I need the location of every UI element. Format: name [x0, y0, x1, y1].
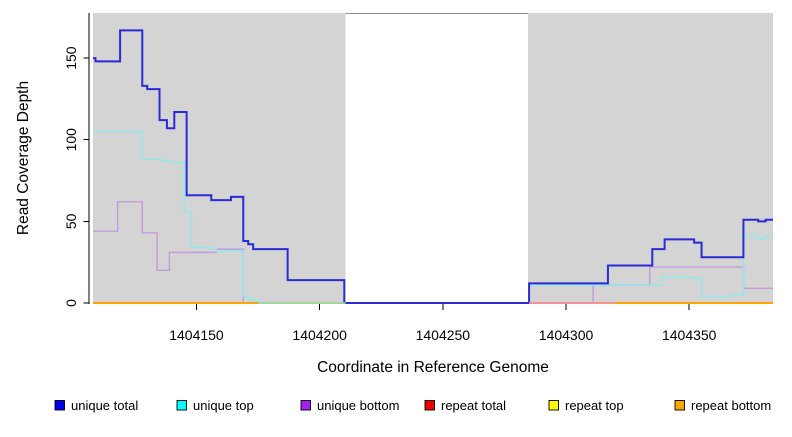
legend-swatch — [176, 400, 187, 411]
legend-label: unique total — [71, 398, 138, 413]
legend-label: repeat total — [441, 398, 506, 413]
y-tick-label: 100 — [63, 128, 79, 152]
legend-item-unique-top: unique top — [176, 398, 254, 413]
legend-swatch — [424, 400, 435, 411]
legend-item-repeat-bottom: repeat bottom — [674, 398, 771, 413]
legend-label: unique top — [193, 398, 254, 413]
legend: unique total unique top unique bottom repea… — [54, 398, 771, 413]
y-tick-label: 0 — [63, 299, 79, 307]
y-axis-title: Read Coverage Depth — [15, 81, 32, 235]
legend-swatch — [54, 400, 65, 411]
legend-swatch — [300, 400, 311, 411]
legend-label: repeat bottom — [691, 398, 771, 413]
x-tick-label: 1404150 — [169, 327, 224, 343]
x-axis-title: Coordinate in Reference Genome — [317, 359, 549, 376]
x-tick-label: 1404250 — [416, 327, 471, 343]
shaded-region — [527, 13, 773, 303]
legend-item-unique-total: unique total — [54, 398, 138, 413]
legend-item-repeat-top: repeat top — [548, 398, 624, 413]
y-tick-label: 150 — [63, 46, 79, 70]
legend-swatch — [674, 400, 685, 411]
coverage-gap-region — [345, 13, 528, 303]
x-tick-label: 1404350 — [662, 327, 717, 343]
legend-item-unique-bottom: unique bottom — [300, 398, 399, 413]
series-line-unique-total — [93, 29, 773, 304]
legend-label: unique bottom — [317, 398, 399, 413]
shaded-region — [93, 13, 346, 303]
axes: 0 50 100 150 1404150 1404200 1404250 1404300 140… — [63, 13, 717, 343]
shaded-regions — [93, 12, 773, 303]
x-tick-label: 1404200 — [292, 327, 347, 343]
legend-swatch — [548, 400, 559, 411]
x-tick-label: 1404300 — [539, 327, 594, 343]
legend-label: repeat top — [565, 398, 624, 413]
legend-item-repeat-total: repeat total — [424, 398, 506, 413]
y-tick-label: 50 — [63, 213, 79, 229]
series-line-unique-top — [93, 130, 773, 304]
